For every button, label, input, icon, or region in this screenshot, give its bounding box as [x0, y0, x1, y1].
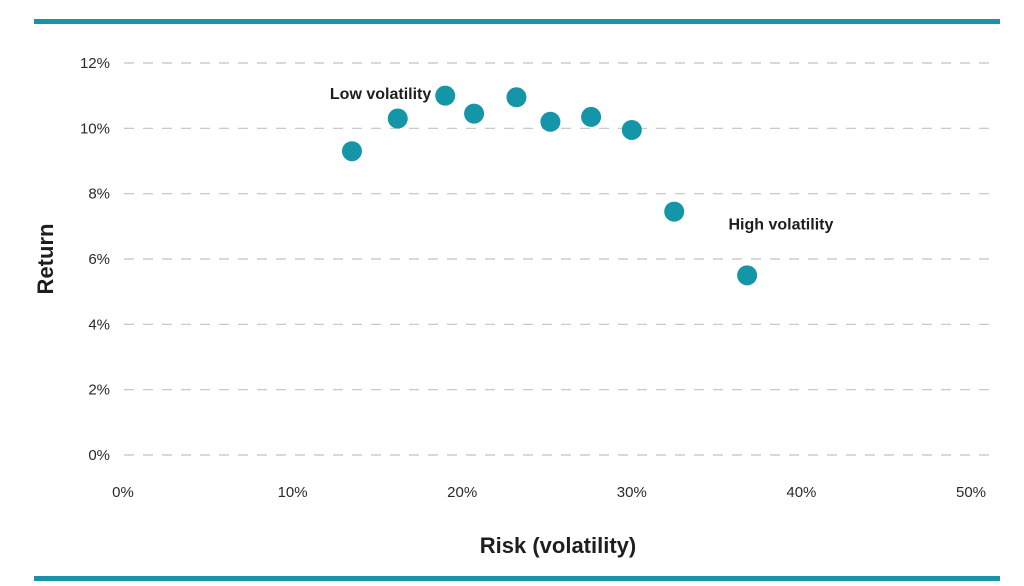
x-tick-label: 10%: [278, 484, 308, 501]
x-tick-label: 50%: [956, 484, 986, 501]
y-tick-label: 12%: [80, 55, 110, 72]
bottom-rule: [34, 576, 1000, 581]
annotation-label: High volatility: [728, 217, 833, 234]
y-axis-ticks: 0% 2% 4% 6% 8% 10% 12%: [80, 55, 110, 464]
data-point: [387, 108, 408, 129]
data-point: [664, 201, 685, 222]
data-point: [341, 141, 362, 162]
data-points: [341, 85, 758, 286]
data-point: [737, 265, 758, 286]
annotations: Low volatility High volatility: [330, 86, 834, 234]
y-tick-label: 2%: [88, 382, 110, 399]
data-point: [621, 119, 642, 140]
x-tick-label: 40%: [786, 484, 816, 501]
y-tick-label: 0%: [88, 447, 110, 464]
data-point: [464, 103, 485, 124]
annotation-label: Low volatility: [330, 86, 431, 103]
y-tick-label: 10%: [80, 120, 110, 137]
y-tick-label: 4%: [88, 316, 110, 333]
y-tick-label: 6%: [88, 251, 110, 268]
x-tick-label: 20%: [447, 484, 477, 501]
top-rule: [34, 19, 1000, 24]
x-tick-label: 30%: [617, 484, 647, 501]
data-point: [435, 85, 456, 106]
x-axis-title: Risk (volatility): [480, 533, 636, 558]
data-point: [581, 106, 602, 127]
x-axis-ticks: 0% 10% 20% 30% 40% 50%: [112, 484, 986, 501]
data-point: [540, 111, 561, 132]
x-tick-label: 0%: [112, 484, 134, 501]
y-axis-title: Return: [33, 224, 58, 295]
data-point: [506, 87, 527, 108]
grid-lines: [124, 62, 998, 456]
y-tick-label: 8%: [88, 186, 110, 203]
